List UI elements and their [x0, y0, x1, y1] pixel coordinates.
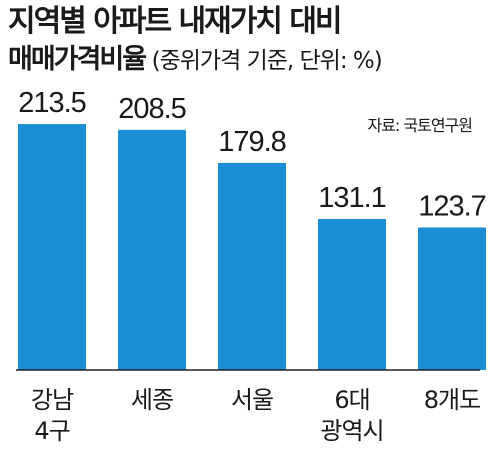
category-label-3: 서울 — [231, 386, 273, 414]
source-note: 자료: 국토연구원 — [367, 116, 473, 135]
bar-1 — [18, 124, 86, 370]
category-label-4-line-1: 6대 — [334, 386, 369, 414]
category-label-1-line-1: 강남 — [31, 386, 74, 414]
subtitle-main: 매매가격비율 — [8, 44, 147, 75]
value-label-1: 213.5 — [18, 87, 86, 119]
value-label-5: 123.7 — [418, 190, 486, 222]
chart-subtitle: 매매가격비율 (중위가격 기준, 단위: %) — [8, 42, 383, 79]
value-label-2: 208.5 — [118, 93, 186, 125]
category-label-5: 8개도 — [424, 386, 480, 414]
bar-3 — [218, 162, 286, 370]
value-label-4: 131.1 — [318, 182, 386, 214]
category-label-2: 세종 — [131, 386, 173, 414]
category-label-1-line-2: 4구 — [34, 417, 69, 445]
category-label-4-line-2: 광역시 — [320, 417, 383, 445]
bar-5 — [418, 227, 486, 370]
bar-4 — [318, 218, 386, 370]
value-label-3: 179.8 — [218, 126, 286, 158]
chart-title: 지역별 아파트 내재가치 대비 — [8, 4, 343, 39]
subtitle-unit: (중위가격 기준, 단위: %) — [151, 48, 383, 74]
bar-2 — [118, 129, 186, 370]
